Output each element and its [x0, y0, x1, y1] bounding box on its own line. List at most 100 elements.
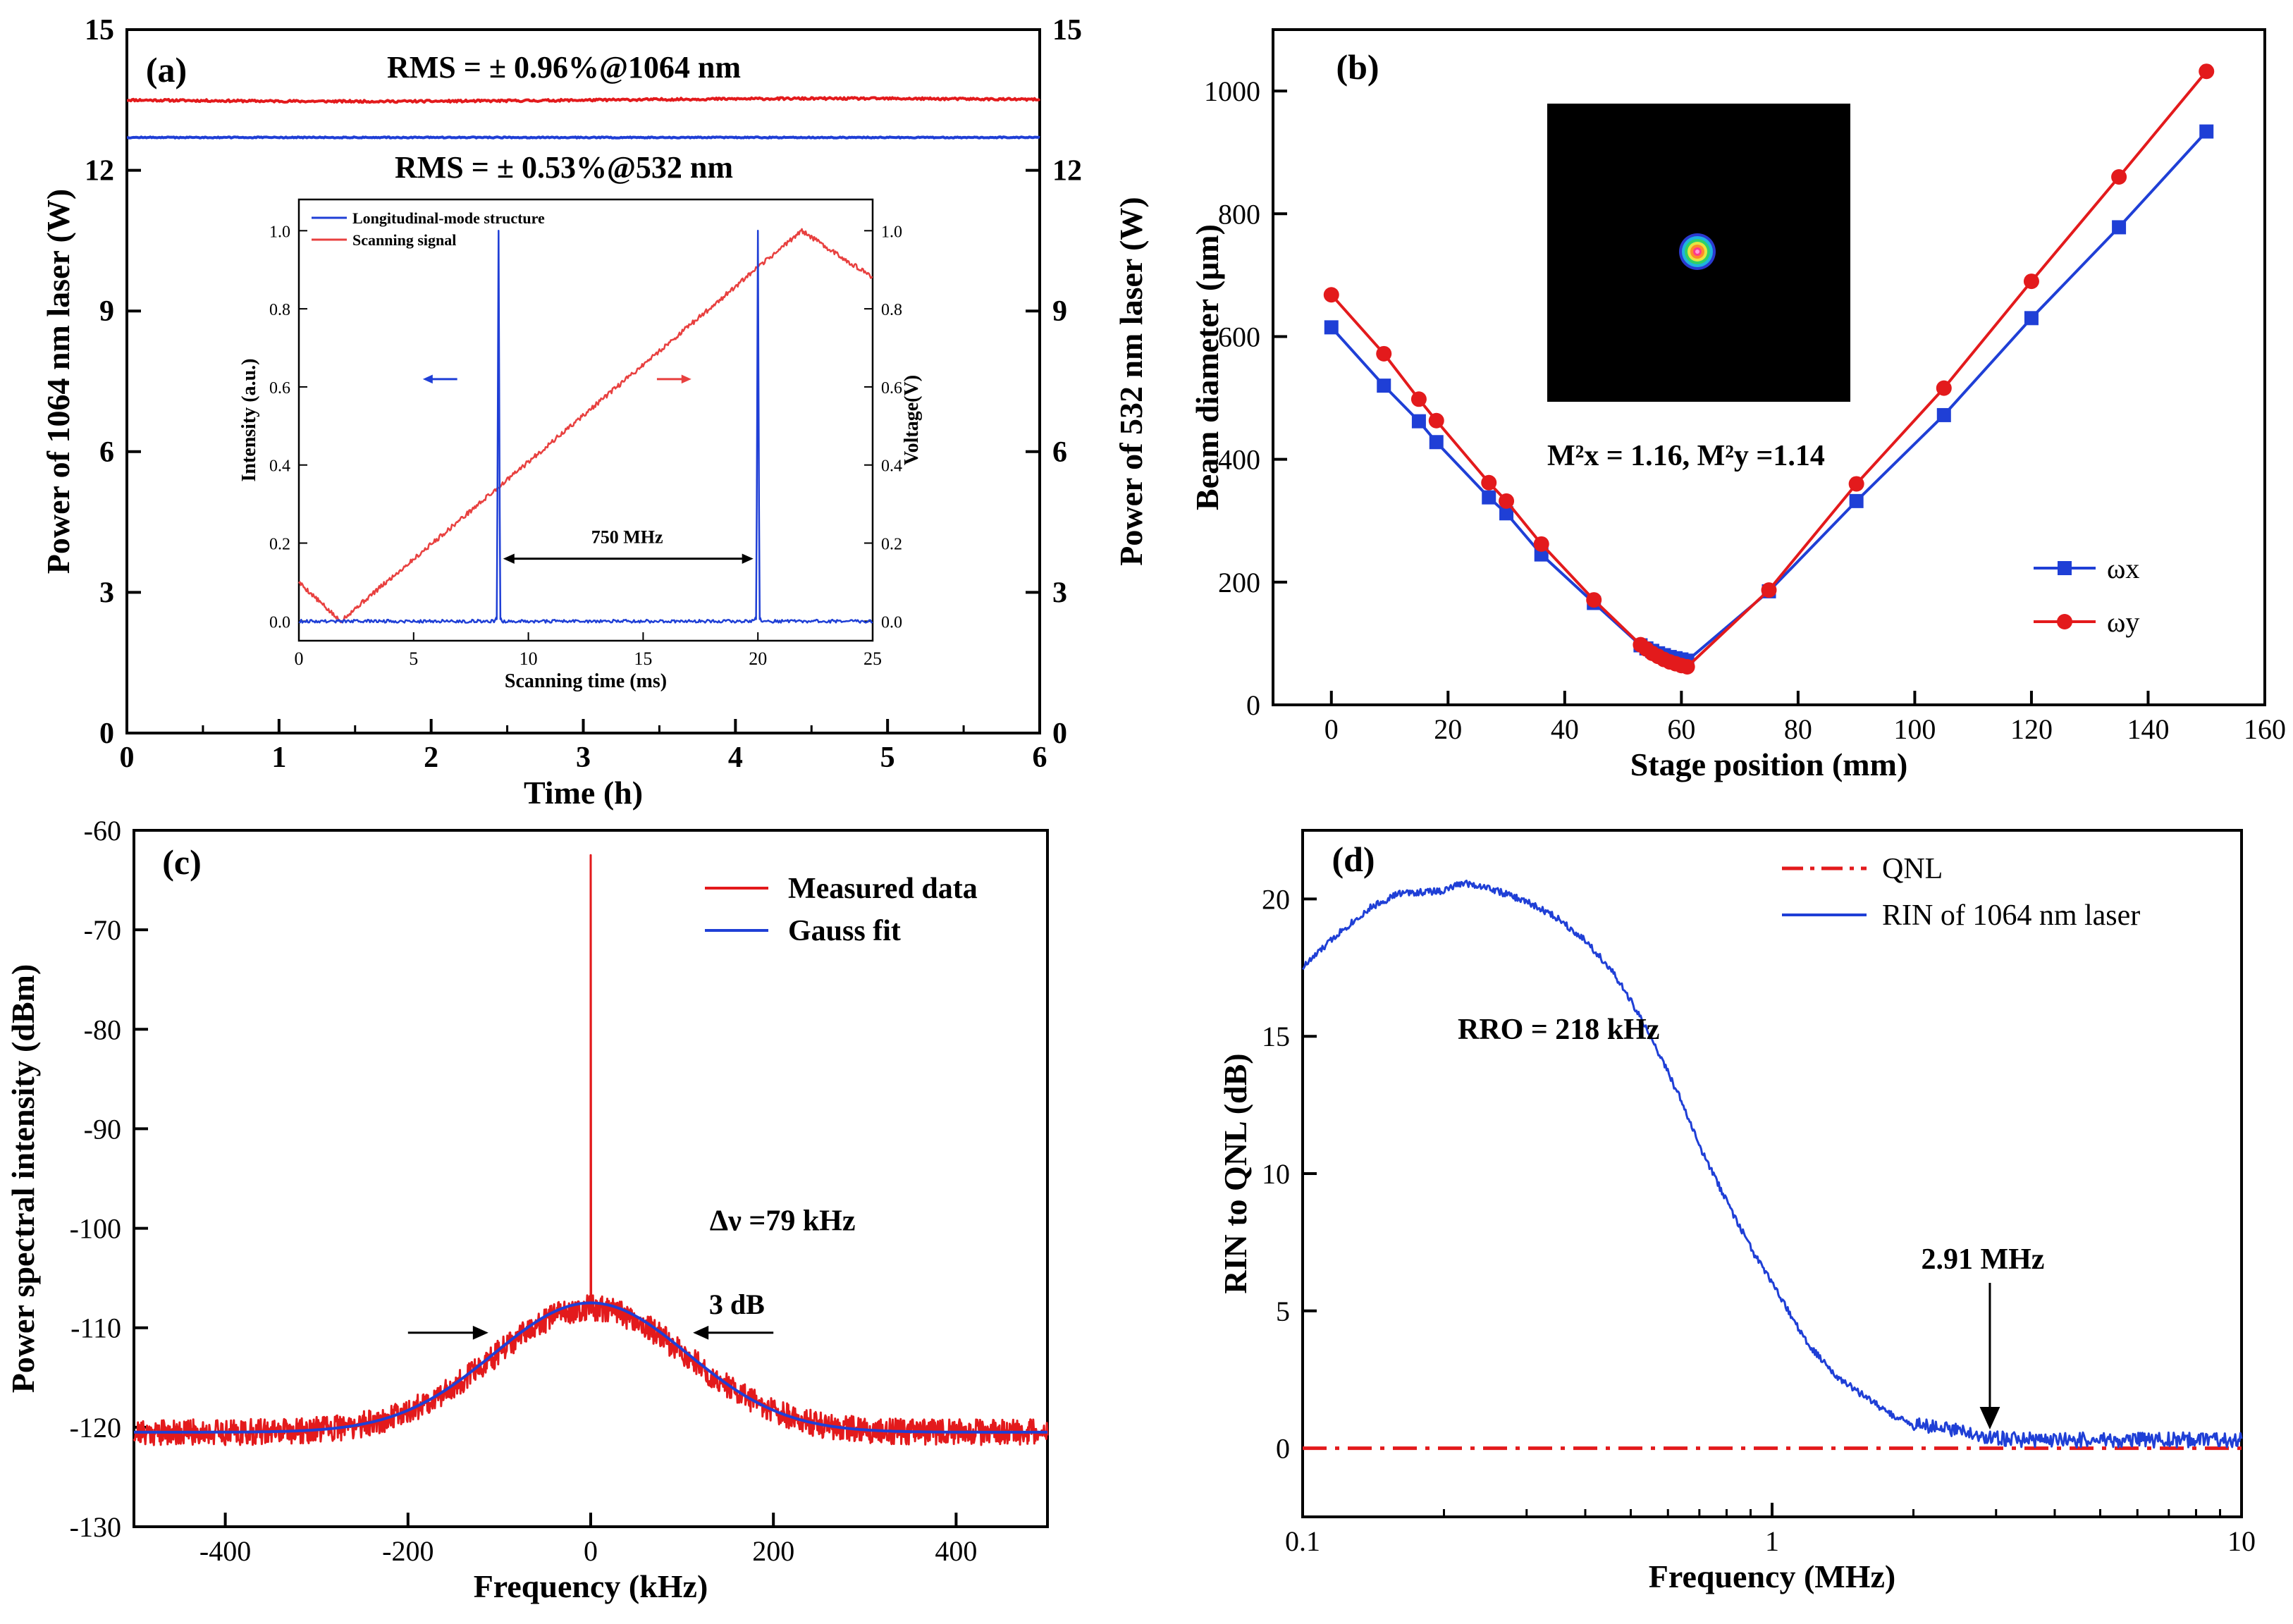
- gauss-fit-line: [134, 1301, 1047, 1434]
- wy-marker: [1428, 412, 1444, 429]
- m-squared-annotation: M²x = 1.16, M²y =1.14: [1547, 440, 1825, 472]
- inset-y-tick-label-right: 0.2: [881, 536, 902, 554]
- x-axis-label: Frequency (MHz): [1649, 1558, 1895, 1594]
- legend-label: Measured data: [788, 873, 978, 905]
- y-tick-label: 0: [1246, 689, 1260, 721]
- fwhm-arrow-right-head: [693, 1325, 709, 1340]
- x-tick-label: 120: [2010, 713, 2053, 745]
- y-tick-label: 9: [99, 295, 114, 328]
- wy-marker: [1586, 592, 1602, 608]
- y-tick-label: -120: [70, 1412, 121, 1444]
- fwhm-arrow-left-head: [472, 1325, 488, 1340]
- profile-tick-label: 4000: [1554, 111, 1568, 118]
- panel-label: (d): [1332, 839, 1375, 879]
- profile-tick-label: -3000: [1552, 347, 1567, 354]
- profile-tick-label: -1000: [1552, 279, 1567, 286]
- profile-tick-label: -2000: [1552, 313, 1567, 320]
- y-axis-label: Power of 1064 nm laser (W): [40, 189, 76, 574]
- profile-tick-label: 1000: [1554, 212, 1568, 219]
- inset-x-tick-label: 20: [749, 648, 767, 669]
- y-tick-label: -70: [84, 914, 121, 946]
- inset-x-tick-label: 15: [634, 648, 652, 669]
- inset-a: 0 5 10 15 20 25 0.0 0.0 0.2 0.2 0.4 0.4 0.6 0.6 0.8 0.8…: [238, 198, 923, 692]
- fsr-arrow-head: [503, 553, 515, 564]
- x-axis-label: Time (h): [524, 775, 643, 811]
- profile-tick-label: 4000: [1837, 392, 1850, 399]
- y-tick-label: 600: [1218, 321, 1260, 352]
- y-axis-label: RIN to QNL (dB): [1217, 1053, 1253, 1293]
- wx-marker: [1849, 493, 1864, 508]
- inset-y-tick-label: 0.2: [269, 536, 290, 554]
- legend-label: RIN of 1064 nm laser: [1882, 899, 2140, 932]
- beam-spot: [1695, 250, 1699, 254]
- y-tick-label: 3: [99, 577, 114, 609]
- wy-marker: [1533, 536, 1549, 552]
- inset-y-tick-label: 1.0: [269, 223, 290, 241]
- y-tick-label-right: 0: [1052, 718, 1067, 750]
- x-tick-label: 140: [2127, 713, 2169, 745]
- inset-y-axis-label-right: Voltage(V): [901, 375, 923, 465]
- axis-arrow-right-head: [681, 374, 691, 384]
- inset-y-tick-label-right: 0.8: [881, 301, 902, 319]
- inset-y-tick-label: 0.0: [269, 613, 290, 632]
- inset-y-tick-label-right: 1.0: [881, 223, 902, 241]
- profile-tick-label: 3000: [1802, 392, 1816, 399]
- x-tick-label: 200: [752, 1535, 794, 1567]
- profile-tick-label: 0: [1704, 392, 1708, 399]
- panel-c: -400 -200 0 200 400 -60 -70 -80 -90 -100 -110 -120 -…: [5, 815, 1049, 1604]
- inset-x-tick-label: 0: [295, 648, 304, 669]
- rms-1064-annotation: RMS = ± 0.96%@1064 nm: [387, 50, 741, 85]
- x-tick-label: 0: [584, 1535, 598, 1567]
- x-tick-label: -400: [199, 1535, 251, 1567]
- wy-marker: [1679, 659, 1695, 675]
- profile-tick-label: 2000: [1769, 392, 1782, 399]
- wy-marker: [1848, 476, 1864, 492]
- y-tick-label: 12: [85, 155, 114, 187]
- inset-x-tick-label: 5: [409, 648, 418, 669]
- wx-marker: [1324, 320, 1339, 335]
- panel-d-frame: [1301, 829, 2243, 1518]
- wx-marker: [2199, 124, 2214, 139]
- y-tick-label: -100: [70, 1213, 121, 1245]
- profile-tick-label: -1000: [1664, 392, 1679, 399]
- inset-legend-label: Scanning signal: [352, 231, 456, 249]
- x-tick-label: 10: [2227, 1525, 2256, 1557]
- x-tick-label: 3: [576, 742, 591, 774]
- panel-label: (a): [146, 50, 187, 90]
- y-tick-label: -80: [84, 1014, 121, 1045]
- y-tick-label: 0: [99, 718, 114, 750]
- rro-annotation: RRO = 218 kHz: [1458, 1014, 1659, 1046]
- profile-tick-label: -4000: [1552, 381, 1567, 388]
- y-tick-label: 200: [1218, 567, 1260, 598]
- wy-marker: [1936, 380, 1952, 396]
- fsr-arrow-head: [742, 553, 754, 564]
- axis-arrow-left-head: [422, 374, 433, 384]
- scanning-signal-line: [297, 228, 873, 624]
- x-tick-label: 0: [1324, 713, 1339, 745]
- inset-frame: [297, 198, 874, 642]
- x-tick-label: 1: [1765, 1525, 1779, 1557]
- x-tick-label: 400: [935, 1535, 977, 1567]
- measured-data-line: [133, 854, 1049, 1446]
- y-tick-label: -130: [70, 1511, 121, 1543]
- x-tick-label: 20: [1434, 713, 1462, 745]
- wx-marker: [1482, 490, 1496, 505]
- legend-label: Gauss fit: [788, 915, 901, 947]
- rin-line: [1301, 879, 2243, 1449]
- legend-label: ωx: [2107, 553, 2139, 584]
- x-tick-label: 40: [1551, 713, 1579, 745]
- profile-tick-label: 2000: [1554, 178, 1568, 185]
- fsr-annotation: 750 MHz: [591, 527, 663, 548]
- wx-marker: [1499, 506, 1514, 521]
- y-tick-label-right: 6: [1052, 436, 1067, 469]
- wy-marker: [1410, 391, 1427, 407]
- y-tick-label: 15: [1262, 1021, 1290, 1052]
- x-tick-label: 4: [728, 742, 743, 774]
- wy-marker: [1481, 474, 1497, 491]
- x-tick-label: 160: [2244, 713, 2286, 745]
- inset-y-tick-label: 0.8: [269, 301, 290, 319]
- legend-label: ωy: [2107, 606, 2139, 638]
- legend-label: QNL: [1882, 853, 1943, 885]
- x-tick-label: 1: [271, 742, 286, 774]
